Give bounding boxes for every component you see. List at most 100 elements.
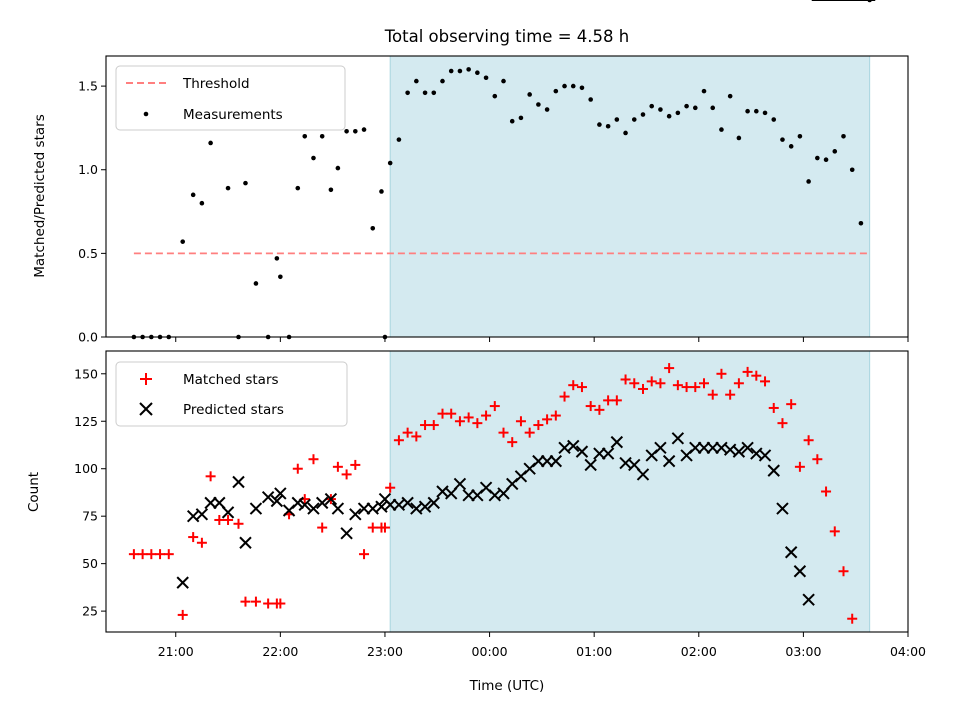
measurement-point	[302, 133, 308, 139]
measurement-point	[295, 185, 301, 191]
predicted-point	[784, 546, 798, 559]
x-tick-label: 03:00	[785, 644, 821, 659]
measurement-point	[274, 256, 280, 261]
predicted-point	[453, 477, 467, 491]
predicted-point	[261, 490, 275, 504]
predicted-stars-series	[176, 0, 876, 606]
predicted-point	[636, 468, 650, 481]
predicted-point	[176, 576, 189, 589]
matched-point	[188, 532, 199, 543]
matched-point	[177, 609, 188, 620]
predicted-point	[232, 475, 245, 489]
matched-point	[341, 469, 352, 480]
measurement-point	[278, 274, 283, 280]
matched-point	[777, 418, 788, 429]
matched-point	[196, 537, 207, 548]
measurement-point	[536, 102, 541, 107]
matched-point	[751, 370, 762, 381]
predicted-point	[671, 432, 685, 445]
measurement-point	[806, 179, 811, 184]
matched-point	[768, 402, 779, 413]
predicted-point	[767, 464, 780, 477]
bottom-y-tick-label: 25	[82, 604, 98, 619]
measurement-point	[771, 117, 777, 122]
top-y-axis: 0.0 0.5 1.0 1.5	[78, 79, 106, 345]
matched-point	[332, 461, 343, 472]
matched-point	[559, 391, 570, 402]
bottom-y-axis: 25 50 75 100 125 150	[74, 366, 106, 619]
matched-point	[155, 549, 166, 560]
matched-point	[379, 522, 390, 533]
matched-point	[550, 410, 561, 421]
x-axis-label: Time (UTC)	[469, 678, 545, 694]
predicted-point	[331, 502, 345, 515]
predicted-point	[575, 445, 589, 458]
bottom-legend: Matched stars Predicted stars	[115, 361, 348, 427]
matched-point	[292, 463, 303, 474]
top-observing-span	[389, 55, 871, 338]
measurement-point	[440, 78, 445, 84]
predicted-point	[401, 496, 414, 510]
matched-point	[847, 613, 858, 624]
matched-point	[655, 378, 666, 389]
matched-point	[585, 401, 596, 412]
matched-legend-label: Matched stars	[183, 372, 279, 388]
matched-point	[725, 389, 736, 400]
top-y-tick-label: 0.0	[78, 330, 98, 345]
x-tick-label: 02:00	[681, 644, 717, 659]
predicted-point	[654, 441, 667, 455]
chart-title: Total observing time = 4.58 h	[384, 27, 629, 46]
bottom-y-tick-label: 125	[74, 414, 98, 429]
measurement-point	[370, 225, 376, 231]
matched-point	[629, 378, 640, 389]
predicted-point	[793, 565, 807, 578]
measurement-point	[666, 113, 672, 119]
measurement-point	[832, 149, 838, 154]
predicted-point	[315, 496, 329, 510]
matched-point	[681, 382, 692, 393]
measurement-point	[180, 239, 186, 244]
measurement-point	[614, 117, 620, 122]
predicted-point	[741, 441, 754, 455]
measurement-point	[570, 83, 576, 89]
measurement-point	[754, 108, 759, 114]
measurement-point	[788, 144, 794, 149]
matched-point	[690, 382, 701, 393]
matched-point	[317, 522, 328, 533]
predicted-legend-label: Predicted stars	[183, 402, 284, 418]
measurement-point	[509, 118, 515, 124]
predicted-point	[298, 498, 311, 511]
measurement-point	[745, 108, 750, 114]
measurement-point	[225, 185, 231, 191]
measurement-point	[597, 122, 602, 127]
predicted-point	[349, 508, 362, 521]
measurement-point	[431, 90, 437, 96]
matched-point	[275, 598, 286, 609]
measurement-point	[692, 105, 698, 111]
matched-point	[359, 549, 370, 560]
bottom-y-tick-label: 150	[74, 366, 98, 381]
matched-point	[620, 374, 631, 385]
measurement-point	[328, 187, 334, 193]
x-tick-label: 22:00	[262, 644, 298, 659]
measurement-point	[631, 117, 637, 122]
measurement-point	[311, 155, 316, 161]
matched-point	[163, 549, 174, 560]
measurement-point	[414, 78, 419, 84]
matched-point	[812, 454, 823, 465]
matched-point	[463, 412, 474, 423]
matched-point	[137, 549, 148, 560]
measurement-point	[841, 133, 846, 139]
matched-point	[385, 482, 396, 493]
top-panel: 0.0 0.5 1.0 1.5 Matched/Predicted stars Thr…	[32, 0, 909, 345]
measurement-point	[588, 97, 593, 102]
measurement-point	[640, 112, 646, 117]
matched-point	[646, 376, 657, 387]
matched-point	[507, 437, 518, 448]
bottom-observing-span	[389, 350, 871, 633]
measurement-point	[448, 68, 454, 74]
measurement-point	[605, 123, 611, 129]
matched-point	[760, 376, 771, 387]
matched-point	[524, 427, 535, 438]
matched-point	[803, 435, 814, 446]
